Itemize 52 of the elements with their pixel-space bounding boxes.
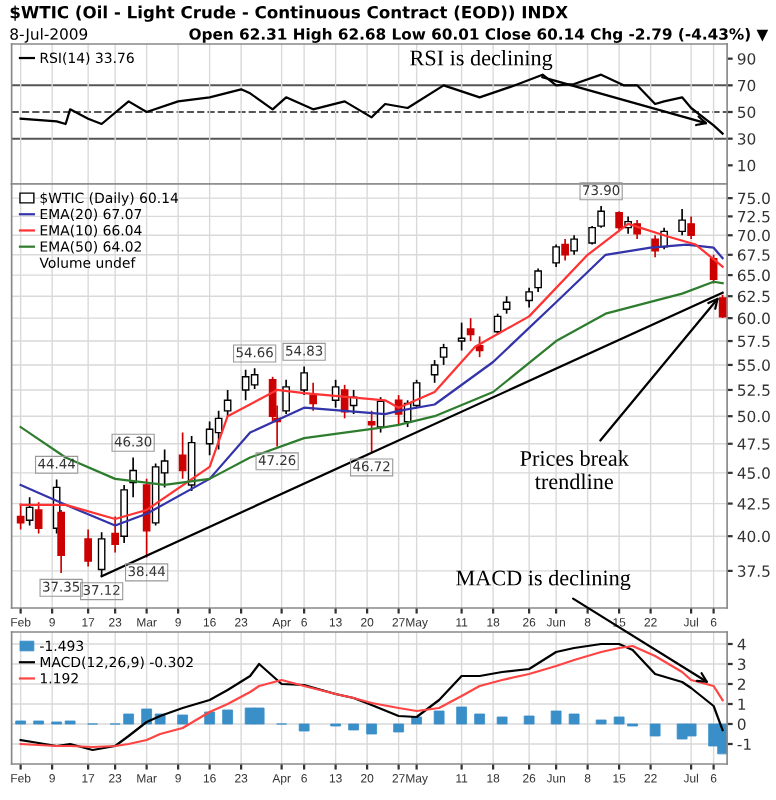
bar bbox=[348, 723, 359, 731]
bar bbox=[474, 713, 485, 725]
candlestick bbox=[250, 367, 259, 390]
bar bbox=[433, 710, 445, 725]
candlestick bbox=[430, 359, 439, 384]
bar bbox=[298, 723, 310, 732]
candlestick bbox=[282, 378, 290, 415]
candlestick bbox=[570, 234, 578, 256]
candlestick bbox=[367, 410, 376, 454]
candlestick bbox=[561, 238, 569, 262]
candlestick bbox=[120, 484, 128, 544]
candlestick bbox=[588, 225, 596, 246]
bar bbox=[177, 714, 188, 725]
bar bbox=[204, 711, 215, 725]
bar bbox=[366, 723, 377, 735]
bar bbox=[411, 716, 422, 725]
candlestick bbox=[309, 381, 317, 412]
annotation: MACD is declining bbox=[456, 569, 631, 591]
chart-title: $WTIC (Oil - Light Crude - Continuous Contract (EOD)) INDX bbox=[10, 5, 568, 22]
candlestick bbox=[300, 365, 308, 396]
bar bbox=[595, 719, 607, 725]
bar bbox=[496, 716, 508, 725]
candlestick bbox=[597, 205, 605, 229]
bar bbox=[456, 706, 467, 725]
bar bbox=[222, 709, 233, 725]
candlestick bbox=[457, 321, 466, 352]
candlestick bbox=[466, 317, 475, 342]
bar bbox=[685, 723, 697, 737]
bar bbox=[253, 707, 265, 725]
bar bbox=[550, 710, 562, 725]
candlestick bbox=[678, 208, 686, 237]
line-series bbox=[19, 73, 724, 135]
annotation: Prices break trendline bbox=[520, 450, 629, 490]
candlestick bbox=[111, 515, 119, 554]
bar bbox=[393, 723, 404, 733]
candlestick bbox=[16, 502, 25, 531]
candlestick bbox=[687, 215, 695, 240]
bar bbox=[568, 713, 580, 725]
bar bbox=[523, 715, 535, 725]
candlestick bbox=[25, 496, 34, 527]
candlestick bbox=[241, 369, 250, 402]
bar bbox=[649, 723, 661, 737]
candlestick bbox=[615, 210, 623, 233]
candlestick bbox=[34, 501, 43, 535]
annotation: RSI is declining bbox=[410, 49, 553, 71]
candlestick bbox=[525, 286, 533, 309]
candlestick bbox=[57, 509, 65, 574]
candlestick bbox=[223, 389, 232, 418]
candlestick bbox=[552, 243, 560, 268]
candlestick bbox=[534, 267, 542, 293]
candlestick bbox=[84, 528, 92, 568]
candlestick bbox=[439, 343, 448, 366]
